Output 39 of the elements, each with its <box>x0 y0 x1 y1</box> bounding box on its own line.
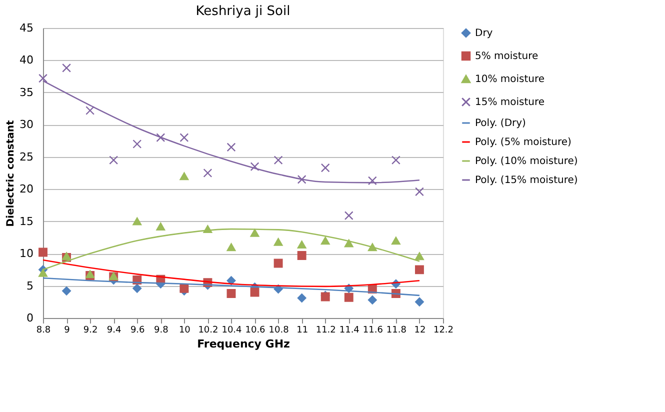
legend-label: Poly. (Dry) <box>475 118 526 129</box>
y-tick-label: 0 <box>26 312 34 324</box>
x-tick-label: 10.2 <box>198 326 218 336</box>
y-tick-label: 30 <box>20 118 34 132</box>
y-tick-label: 25 <box>20 150 34 164</box>
legend-label: Dry <box>475 28 493 39</box>
legend-label: 15% moisture <box>475 97 545 108</box>
legend-label: Poly. (10% moisture) <box>475 156 578 167</box>
y-tick-label: 45 <box>20 22 34 34</box>
x-tick-label: 9.8 <box>154 326 169 336</box>
x-tick-label: 11.2 <box>316 326 336 336</box>
y-tick-label: 15 <box>20 214 34 228</box>
x-tick-label: 9.2 <box>83 326 98 336</box>
legend-label: 5% moisture <box>475 51 538 62</box>
x-tick-label: 10 <box>178 326 191 336</box>
legend-label: Poly. (15% moisture) <box>475 175 578 186</box>
x-tick-label: 11 <box>296 326 308 336</box>
y-tick-label: 5 <box>26 279 34 292</box>
x-tick-label: 12.2 <box>433 326 454 336</box>
y-axis-title: Dielectric constant <box>6 120 17 227</box>
x-tick-label: 10.6 <box>245 326 266 336</box>
legend-label: Poly. (5% moisture) <box>475 137 572 148</box>
y-tick-label: 10 <box>20 247 34 260</box>
x-tick-label: 9 <box>64 326 70 336</box>
x-tick-label: 10.8 <box>268 326 290 336</box>
x-tick-label: 12 <box>414 326 426 336</box>
x-tick-label: 9.4 <box>106 326 122 336</box>
x-tick-label: 11.6 <box>362 326 384 336</box>
x-tick-label: 9.6 <box>130 326 146 336</box>
x-tick-label: 10.4 <box>222 326 242 336</box>
x-tick-label: 11.4 <box>339 326 360 336</box>
y-tick-label: 40 <box>20 54 34 67</box>
chart-title: Keshriya ji Soil <box>196 4 290 19</box>
x-axis-title: Frequency GHz <box>197 338 290 350</box>
x-tick-label: 8.8 <box>36 326 51 336</box>
y-tick-label: 20 <box>20 182 34 196</box>
legend-label: 10% moisture <box>475 74 545 85</box>
y-tick-label: 35 <box>20 86 34 99</box>
x-tick-label: 11.8 <box>386 326 407 336</box>
